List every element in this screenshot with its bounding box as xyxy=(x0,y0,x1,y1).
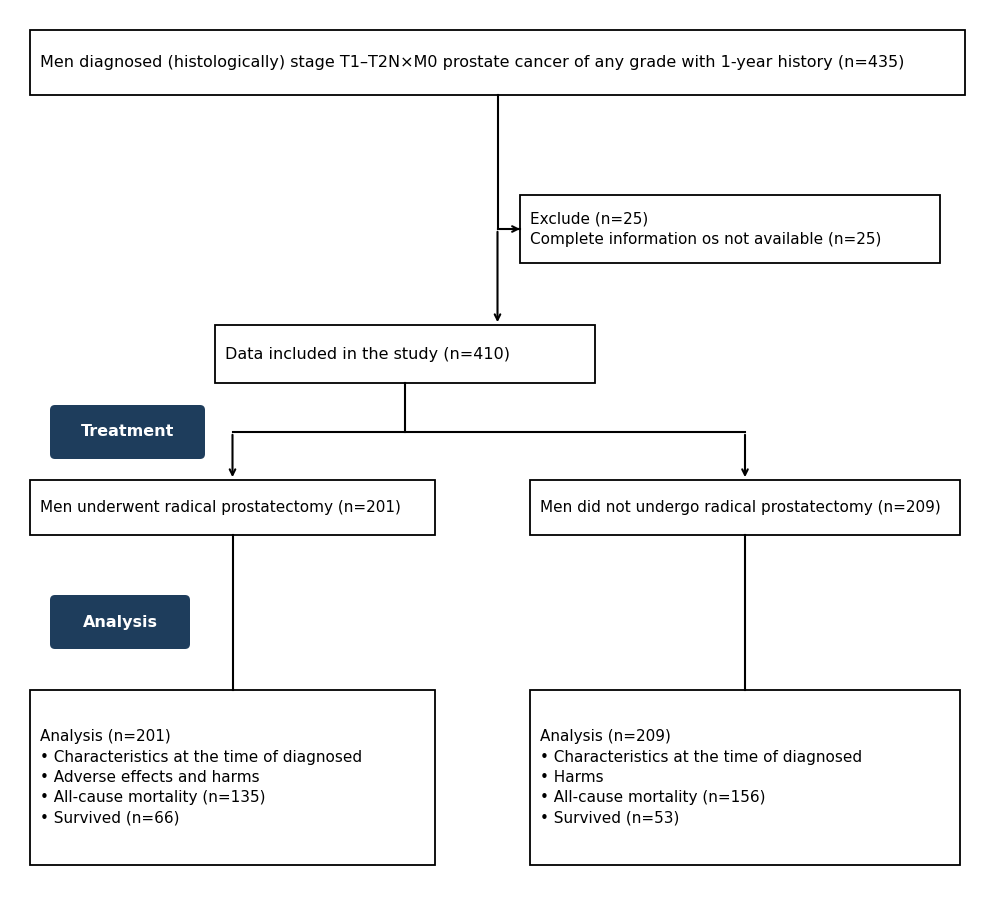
FancyBboxPatch shape xyxy=(30,30,965,95)
FancyBboxPatch shape xyxy=(215,325,595,383)
FancyBboxPatch shape xyxy=(30,690,435,865)
Text: Analysis (n=201)
• Characteristics at the time of diagnosed
• Adverse effects an: Analysis (n=201) • Characteristics at th… xyxy=(40,729,362,826)
Text: Exclude (n=25)
Complete information os not available (n=25): Exclude (n=25) Complete information os n… xyxy=(530,212,881,247)
FancyBboxPatch shape xyxy=(520,195,940,263)
FancyBboxPatch shape xyxy=(530,690,960,865)
Text: Analysis: Analysis xyxy=(82,615,158,629)
FancyBboxPatch shape xyxy=(530,480,960,535)
Text: Data included in the study (n=410): Data included in the study (n=410) xyxy=(225,346,510,362)
FancyBboxPatch shape xyxy=(30,480,435,535)
Text: Men did not undergo radical prostatectomy (n=209): Men did not undergo radical prostatectom… xyxy=(540,500,941,515)
Text: Treatment: Treatment xyxy=(81,425,174,439)
FancyBboxPatch shape xyxy=(50,405,205,459)
Text: Men diagnosed (histologically) stage T1–T2N×M0 prostate cancer of any grade with: Men diagnosed (histologically) stage T1–… xyxy=(40,55,904,70)
Text: Analysis (n=209)
• Characteristics at the time of diagnosed
• Harms
• All-cause : Analysis (n=209) • Characteristics at th… xyxy=(540,729,862,826)
Text: Men underwent radical prostatectomy (n=201): Men underwent radical prostatectomy (n=2… xyxy=(40,500,401,515)
FancyBboxPatch shape xyxy=(50,595,190,649)
